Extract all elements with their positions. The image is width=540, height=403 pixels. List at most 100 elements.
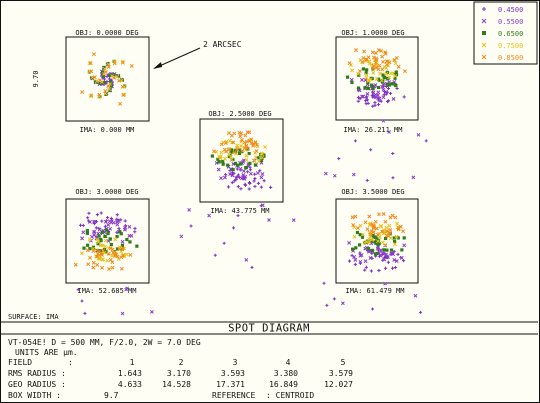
geo-value-2: 14.528 [162,380,191,389]
spot-point [347,259,352,263]
spot-point [247,151,251,156]
spot-point [259,175,264,180]
spot-point [97,249,102,254]
spot-point [366,81,370,85]
spot-outlier [291,218,296,222]
spot-point [109,80,113,84]
spot-cloud-field-4 [73,211,154,316]
spot-point [87,61,92,66]
spot-point [367,61,372,66]
spot-outlier [207,213,211,218]
spot-point [91,245,96,249]
spot-point [355,226,360,231]
spot-point [100,219,104,223]
spot-point [127,224,132,229]
spot-point [369,269,373,273]
scale-label: 9.70 [32,71,40,88]
spot-point [380,251,385,256]
spot-point [92,75,97,80]
annotation-arrow-line [154,47,201,69]
spot-point [374,56,379,61]
spot-point [393,265,397,270]
spot-point [120,84,125,89]
spot-point [364,102,368,106]
spot-point [243,183,248,187]
spot-point [381,78,385,83]
rms-value-4: 3.380 [274,369,298,378]
spot-point [363,259,368,264]
spot-point [383,266,388,270]
spot-point [103,70,108,75]
legend: 0.4500 0.5500 0.6500 0.7500 0.8500 [481,6,523,62]
spot-point [263,145,268,150]
spot-point [88,220,92,224]
spot-point [392,239,397,244]
spot-point [234,176,239,181]
spot-point [128,252,133,257]
spot-point [371,70,376,75]
spot-point [358,259,363,264]
spot-point [91,260,96,265]
spot-point [95,237,100,242]
spot-point [252,159,257,164]
spot-point [259,151,264,156]
spot-point [106,222,111,227]
spot-point [350,247,355,251]
spot-point [392,236,396,240]
spot-point [373,103,377,107]
spot-point [89,93,94,98]
spot-point [367,214,372,219]
spot-point [367,249,372,254]
spot-point [365,227,370,232]
spot-point [249,137,254,142]
spot-point [380,229,385,234]
spot-point [363,99,368,103]
legend-marker-5 [481,54,487,60]
spot-point [387,230,392,235]
spot-cloud-field-3 [179,130,296,269]
spot-point [371,66,375,71]
spot-point [363,220,368,225]
spot-point [248,181,252,186]
spot-point [374,226,379,231]
legend-label-4: 0.7500 [498,42,523,50]
spot-cloud-field-5 [322,212,423,314]
spot-outlier [150,310,154,314]
spot-point [79,251,84,256]
spot-point [364,265,368,269]
spot-point [383,219,388,224]
spot-point [388,91,393,96]
spot-box-field-5 [335,198,419,284]
spot-point [241,169,246,174]
spot-point [248,161,252,165]
spot-outlier [332,297,336,301]
spot-point [221,162,225,166]
spot-point [352,225,357,230]
spot-point [402,243,407,248]
spot-outlier [391,176,395,180]
box-width-value: 9.7 [104,391,119,400]
spot-point [385,248,389,252]
spot-point [120,59,125,64]
spot-point [363,86,367,90]
spot-point [236,185,240,189]
spot-point [394,259,399,264]
spot-point [356,99,360,103]
spot-point [108,88,112,93]
spot-point [382,248,386,252]
spot-point [232,150,237,155]
spot-point [231,157,235,161]
spot-point [111,75,116,80]
spot-point [103,234,107,239]
spot-point [102,65,106,70]
spot-point [97,227,102,232]
spot-point [125,237,129,242]
spot-outlier [120,311,125,316]
spot-point [110,265,115,270]
spot-outlier [351,172,356,177]
spot-box-field-3 [199,118,284,203]
spot-point [252,179,256,183]
spot-point [106,83,111,88]
spot-point [363,268,367,272]
spot-point [365,98,370,102]
